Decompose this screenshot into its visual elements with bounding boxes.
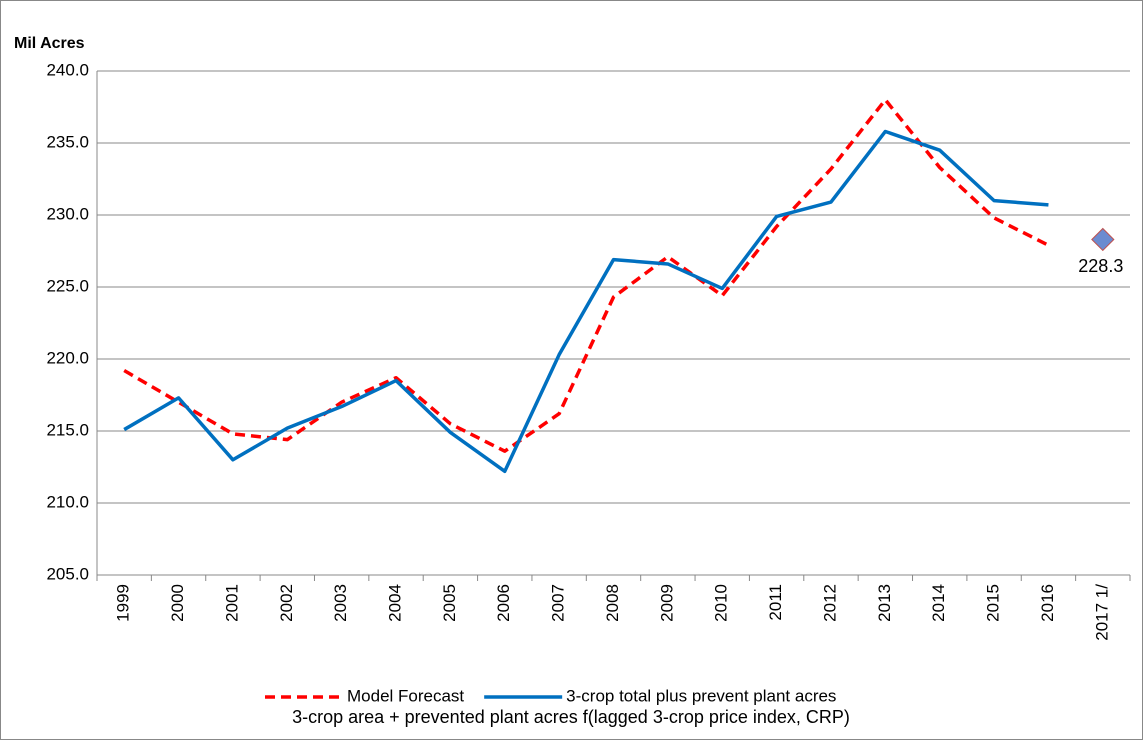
data-label: 228.3 (1078, 256, 1123, 276)
y-tick-label: 205.0 (46, 564, 89, 583)
line-series (123, 129, 1049, 474)
x-tick-label: 2014 (929, 584, 948, 622)
y-tick-label: 230.0 (46, 204, 89, 223)
x-tick-label: 2006 (494, 584, 513, 622)
x-tick-label: 2012 (820, 584, 839, 622)
x-tick-label: 2003 (331, 584, 350, 622)
y-tick-label: 240.0 (46, 60, 89, 79)
legend-label: 3-crop total plus prevent plant acres (566, 686, 836, 705)
legend-label: Model Forecast (347, 686, 464, 705)
y-tick-label: 215.0 (46, 420, 89, 439)
x-tick-label: 2005 (440, 584, 459, 622)
x-tick-label: 2010 (712, 584, 731, 622)
x-tick-label: 2002 (277, 584, 296, 622)
x-tick-label: 2000 (168, 584, 187, 622)
x-tick-label: 2008 (603, 584, 622, 622)
caption: 3-crop area + prevented plant acres f(la… (292, 707, 850, 727)
x-tick-label: 1999 (114, 584, 133, 622)
x-tick-label: 2016 (1038, 584, 1057, 622)
y-tick-label: 210.0 (46, 492, 89, 511)
x-tick-label: 2004 (386, 584, 405, 622)
x-tick-label: 2011 (766, 584, 785, 621)
x-tick-label: 2001 (222, 584, 241, 622)
y-tick-label: 235.0 (46, 132, 89, 151)
y-tick-label: 220.0 (46, 348, 89, 367)
diamond-marker (1091, 227, 1115, 252)
y-tick-label: 225.0 (46, 276, 89, 295)
y-axis-label: Mil Acres (14, 35, 85, 52)
line-series (123, 98, 1050, 453)
x-tick-label: 2015 (984, 584, 1003, 622)
x-tick-label: 2013 (875, 584, 894, 622)
x-tick-label: 2017 1/ (1092, 584, 1111, 641)
x-tick-label: 2007 (549, 584, 568, 622)
x-tick-label: 2009 (657, 584, 676, 622)
